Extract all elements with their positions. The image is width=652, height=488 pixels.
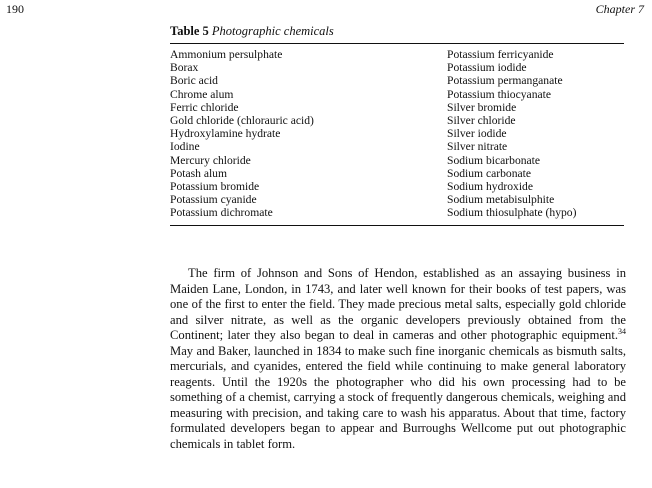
table-number: Table 5	[170, 24, 209, 38]
body-paragraph: The firm of Johnson and Sons of Hendon, …	[170, 266, 626, 452]
chemicals-table: Table 5 Photographic chemicals Ammonium …	[170, 24, 624, 226]
paragraph-text-part1: The firm of Johnson and Sons of Hendon, …	[170, 266, 626, 342]
table-cell: Silver chloride	[447, 114, 516, 128]
table-body: Ammonium persulphate Borax Boric acid Chrom…	[170, 44, 624, 225]
page-number: 190	[6, 2, 24, 16]
table-cell: Borax	[170, 61, 199, 75]
table-cell: Sodium carbonate	[447, 166, 532, 180]
table-cell: Potassium dichromate	[170, 206, 273, 220]
table-bottom-rule	[170, 224, 624, 226]
table-cell: Mercury chloride	[170, 153, 251, 167]
table-cell: Gold chloride (chlorauric acid)	[170, 114, 314, 128]
table-cell: Potassium iodide	[447, 61, 527, 75]
table-left-column: Ammonium persulphate Borax Boric acid Chrom…	[170, 48, 447, 220]
table-cell: Silver bromide	[447, 100, 517, 114]
table-cell: Potash alum	[170, 166, 228, 180]
table-cell: Ferric chloride	[170, 100, 239, 114]
table-caption: Photographic chemicals	[211, 24, 334, 38]
table-cell: Potassium permanganate	[447, 74, 563, 88]
table-cell: Iodine	[170, 140, 200, 154]
table-cell: Sodium metabisulphite	[447, 193, 555, 207]
table-cell: Hydroxylamine hydrate	[170, 127, 281, 141]
table-cell: Potassium thiocyanate	[447, 87, 552, 101]
table-title: Table 5 Photographic chemicals	[170, 24, 624, 39]
table-cell: Potassium ferricyanide	[447, 48, 554, 61]
table-cell: Boric acid	[170, 74, 218, 88]
footnote-reference: 34	[618, 326, 626, 336]
table-cell: Ammonium persulphate	[170, 48, 283, 61]
table-cell: Sodium thiosulphate (hypo)	[447, 206, 577, 220]
chapter-header: Chapter 7	[595, 2, 644, 16]
paragraph-text-part2: May and Baker, launched in 1834 to make …	[170, 343, 626, 451]
table-cell: Silver nitrate	[447, 140, 508, 154]
table-cell: Potassium bromide	[170, 180, 260, 194]
table-cell: Sodium hydroxide	[447, 180, 533, 194]
table-cell: Silver iodide	[447, 127, 507, 141]
table-cell: Chrome alum	[170, 87, 234, 101]
table-right-column: Potassium ferricyanide Potassium iodide Po…	[447, 48, 624, 220]
table-cell: Potassium cyanide	[170, 193, 257, 207]
table-top-rule	[170, 43, 624, 44]
table-cell: Sodium bicarbonate	[447, 153, 541, 167]
